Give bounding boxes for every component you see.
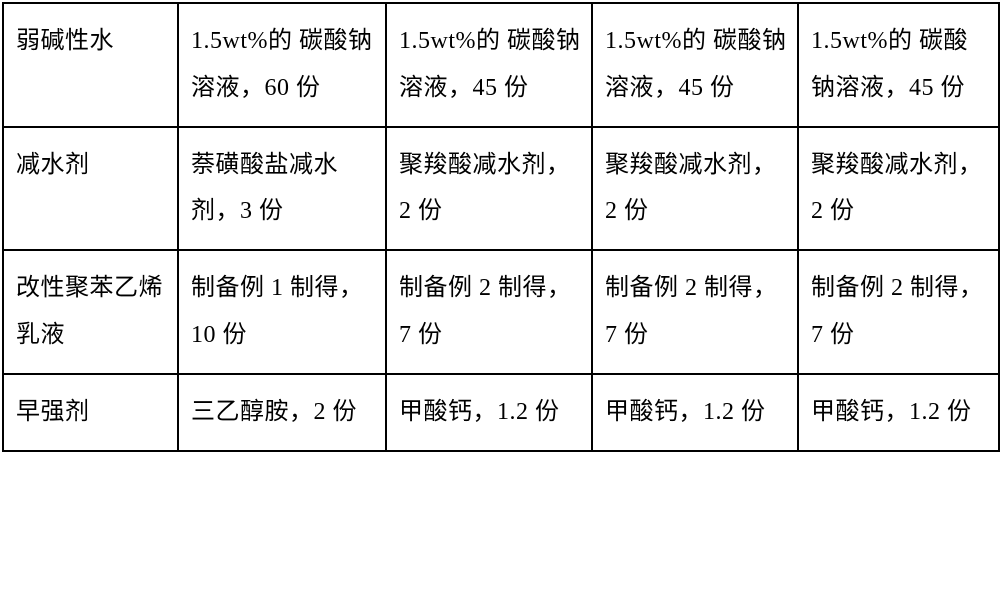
table-cell: 1.5wt%的 碳酸钠溶液，60 份	[178, 3, 386, 127]
row-label: 改性聚苯乙烯乳液	[3, 250, 178, 374]
table-cell: 甲酸钙，1.2 份	[592, 374, 798, 451]
table-cell: 甲酸钙，1.2 份	[798, 374, 999, 451]
table-row: 改性聚苯乙烯乳液 制备例 1 制得，10 份 制备例 2 制得，7 份 制备例 …	[3, 250, 999, 374]
table-cell: 1.5wt%的 碳酸钠溶液，45 份	[386, 3, 592, 127]
table-cell: 萘磺酸盐减水剂，3 份	[178, 127, 386, 251]
table-row: 减水剂 萘磺酸盐减水剂，3 份 聚羧酸减水剂，2 份 聚羧酸减水剂，2 份 聚羧…	[3, 127, 999, 251]
table-cell: 1.5wt%的 碳酸钠溶液，45 份	[798, 3, 999, 127]
row-label: 弱碱性水	[3, 3, 178, 127]
table-cell: 聚羧酸减水剂，2 份	[592, 127, 798, 251]
table-cell: 制备例 1 制得，10 份	[178, 250, 386, 374]
table-cell: 三乙醇胺，2 份	[178, 374, 386, 451]
table-cell: 制备例 2 制得，7 份	[798, 250, 999, 374]
table-cell: 1.5wt%的 碳酸钠溶液，45 份	[592, 3, 798, 127]
table-cell: 制备例 2 制得，7 份	[386, 250, 592, 374]
table-body: 弱碱性水 1.5wt%的 碳酸钠溶液，60 份 1.5wt%的 碳酸钠溶液，45…	[3, 3, 999, 451]
row-label: 减水剂	[3, 127, 178, 251]
table-cell: 甲酸钙，1.2 份	[386, 374, 592, 451]
table-cell: 聚羧酸减水剂，2 份	[798, 127, 999, 251]
table-row: 早强剂 三乙醇胺，2 份 甲酸钙，1.2 份 甲酸钙，1.2 份 甲酸钙，1.2…	[3, 374, 999, 451]
table-cell: 聚羧酸减水剂，2 份	[386, 127, 592, 251]
table-row: 弱碱性水 1.5wt%的 碳酸钠溶液，60 份 1.5wt%的 碳酸钠溶液，45…	[3, 3, 999, 127]
row-label: 早强剂	[3, 374, 178, 451]
table-cell: 制备例 2 制得，7 份	[592, 250, 798, 374]
data-table: 弱碱性水 1.5wt%的 碳酸钠溶液，60 份 1.5wt%的 碳酸钠溶液，45…	[2, 2, 1000, 452]
